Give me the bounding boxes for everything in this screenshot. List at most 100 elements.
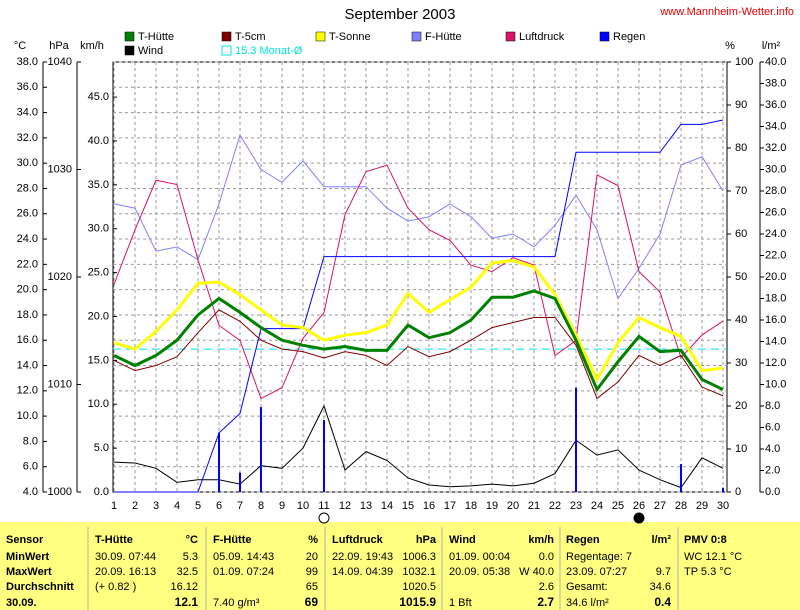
y-tick-label: 20.0: [17, 284, 38, 296]
y-tick-label: 26.0: [17, 208, 38, 220]
y-tick-label: 1040: [48, 56, 72, 68]
y-tick-label: 14.0: [765, 335, 786, 347]
table-cell: 14.09. 04:39: [332, 566, 393, 578]
legend-swatch: [505, 31, 516, 42]
table-cell: 1020.5: [402, 581, 436, 593]
table-header: hPa: [416, 534, 437, 546]
table-cell: 1015.9: [399, 595, 436, 609]
y-tick-label: 28.0: [765, 185, 786, 197]
y-tick-label: 38.0: [17, 56, 38, 68]
table-cell: 1006.3: [402, 551, 436, 563]
table-cell: Gesamt:: [566, 581, 608, 593]
y-tick-label: 40: [735, 314, 747, 326]
x-tick-label: 22: [549, 500, 561, 512]
axis-unit: %: [725, 40, 735, 52]
y-tick-label: 20.0: [88, 310, 109, 322]
table-cell: WC 12.1 °C: [684, 551, 742, 563]
y-tick-label: 22.0: [765, 249, 786, 261]
y-tick-label: 80: [735, 142, 747, 154]
x-tick-label: 3: [153, 500, 159, 512]
y-tick-label: 1000: [48, 486, 72, 498]
legend-swatch: [315, 31, 326, 42]
legend-swatch: [411, 31, 422, 42]
legend-swatch: [124, 45, 135, 56]
y-tick-label: 10: [735, 443, 747, 455]
x-tick-label: 8: [258, 500, 264, 512]
table-cell: 34.6 l/m²: [566, 597, 609, 609]
table-cell: 20.09. 16:13: [95, 566, 156, 578]
table-cell: 01.09. 00:04: [449, 551, 510, 563]
x-tick-label: 17: [444, 500, 456, 512]
axis-unit: l/m²: [762, 40, 781, 52]
table-cell: 69: [305, 595, 319, 609]
table-cell: 30.09. 07:44: [95, 551, 156, 563]
legend-label: 15.3 Monat-Ø: [235, 45, 303, 57]
table-header: l/m²: [651, 534, 671, 546]
y-tick-label: 36.0: [765, 99, 786, 111]
table-cell: 16.12: [170, 581, 198, 593]
y-tick-label: 34.0: [765, 120, 786, 132]
y-tick-label: 18.0: [765, 292, 786, 304]
legend-label: Regen: [613, 31, 645, 43]
source: www.Mannheim-Wetter.info: [659, 6, 794, 18]
y-tick-label: 100: [735, 56, 753, 68]
x-tick-label: 19: [486, 500, 498, 512]
table-cell: 01.09. 07:24: [213, 566, 274, 578]
y-tick-label: 36.0: [17, 81, 38, 93]
y-tick-label: 45.0: [88, 91, 109, 103]
series-line: [113, 404, 724, 489]
y-tick-label: 10.0: [17, 410, 38, 422]
table-cell: MinWert: [6, 551, 50, 563]
y-tick-label: 16.0: [765, 314, 786, 326]
y-tick-label: 8.0: [765, 400, 780, 412]
y-tick-label: 35.0: [88, 179, 109, 191]
table-cell: (+ 0.82 ): [95, 581, 136, 593]
plot-area: [112, 61, 728, 493]
legend-swatch: [221, 45, 232, 56]
y-tick-label: 30: [735, 357, 747, 369]
x-tick-label: 12: [339, 500, 351, 512]
legend-swatch: [124, 31, 135, 42]
new-moon-icon: [633, 512, 645, 524]
table-header: Luftdruck: [332, 534, 384, 546]
table-cell: 65: [306, 581, 318, 593]
x-tick-label: 26: [633, 500, 645, 512]
table-cell: Durchschnitt: [6, 581, 74, 593]
y-tick-label: 40.0: [765, 56, 786, 68]
y-tick-label: 30.0: [17, 157, 38, 169]
legend-swatch: [599, 31, 610, 42]
y-tick-label: 1020: [48, 271, 72, 283]
y-tick-label: 16.0: [17, 334, 38, 346]
x-tick-label: 27: [654, 500, 666, 512]
y-tick-label: 70: [735, 185, 747, 197]
table-cell: 2.6: [539, 581, 554, 593]
y-tick-label: 20.0: [765, 271, 786, 283]
y-tick-label: 6.0: [23, 461, 38, 473]
table-cell: 5.3: [183, 551, 198, 563]
y-tick-label: 10.0: [765, 378, 786, 390]
x-tick-label: 28: [675, 500, 687, 512]
y-tick-label: 22.0: [17, 258, 38, 270]
series-line: [113, 309, 724, 400]
series-line: [113, 164, 724, 400]
x-tick-label: 5: [195, 500, 201, 512]
table-cell: 20: [306, 551, 318, 563]
y-tick-label: 0: [735, 486, 741, 498]
x-tick-label: 13: [360, 500, 372, 512]
table-cell: 7.40 g/m³: [213, 597, 260, 609]
legend-label: Wind: [138, 45, 163, 57]
y-tick-label: 10.0: [88, 398, 109, 410]
y-tick-label: 24.0: [765, 228, 786, 240]
axis-unit: hPa: [49, 40, 69, 52]
y-tick-label: 2.0: [765, 464, 780, 476]
y-tick-label: 26.0: [765, 206, 786, 218]
y-tick-label: 30.0: [88, 223, 109, 235]
y-tick-label: 12.0: [17, 385, 38, 397]
legend-label: F-Hütte: [425, 31, 462, 43]
x-tick-label: 23: [570, 500, 582, 512]
table-cell: 32.5: [177, 566, 198, 578]
rain-cumulative-line: [114, 119, 724, 493]
x-tick-label: 1: [111, 500, 117, 512]
